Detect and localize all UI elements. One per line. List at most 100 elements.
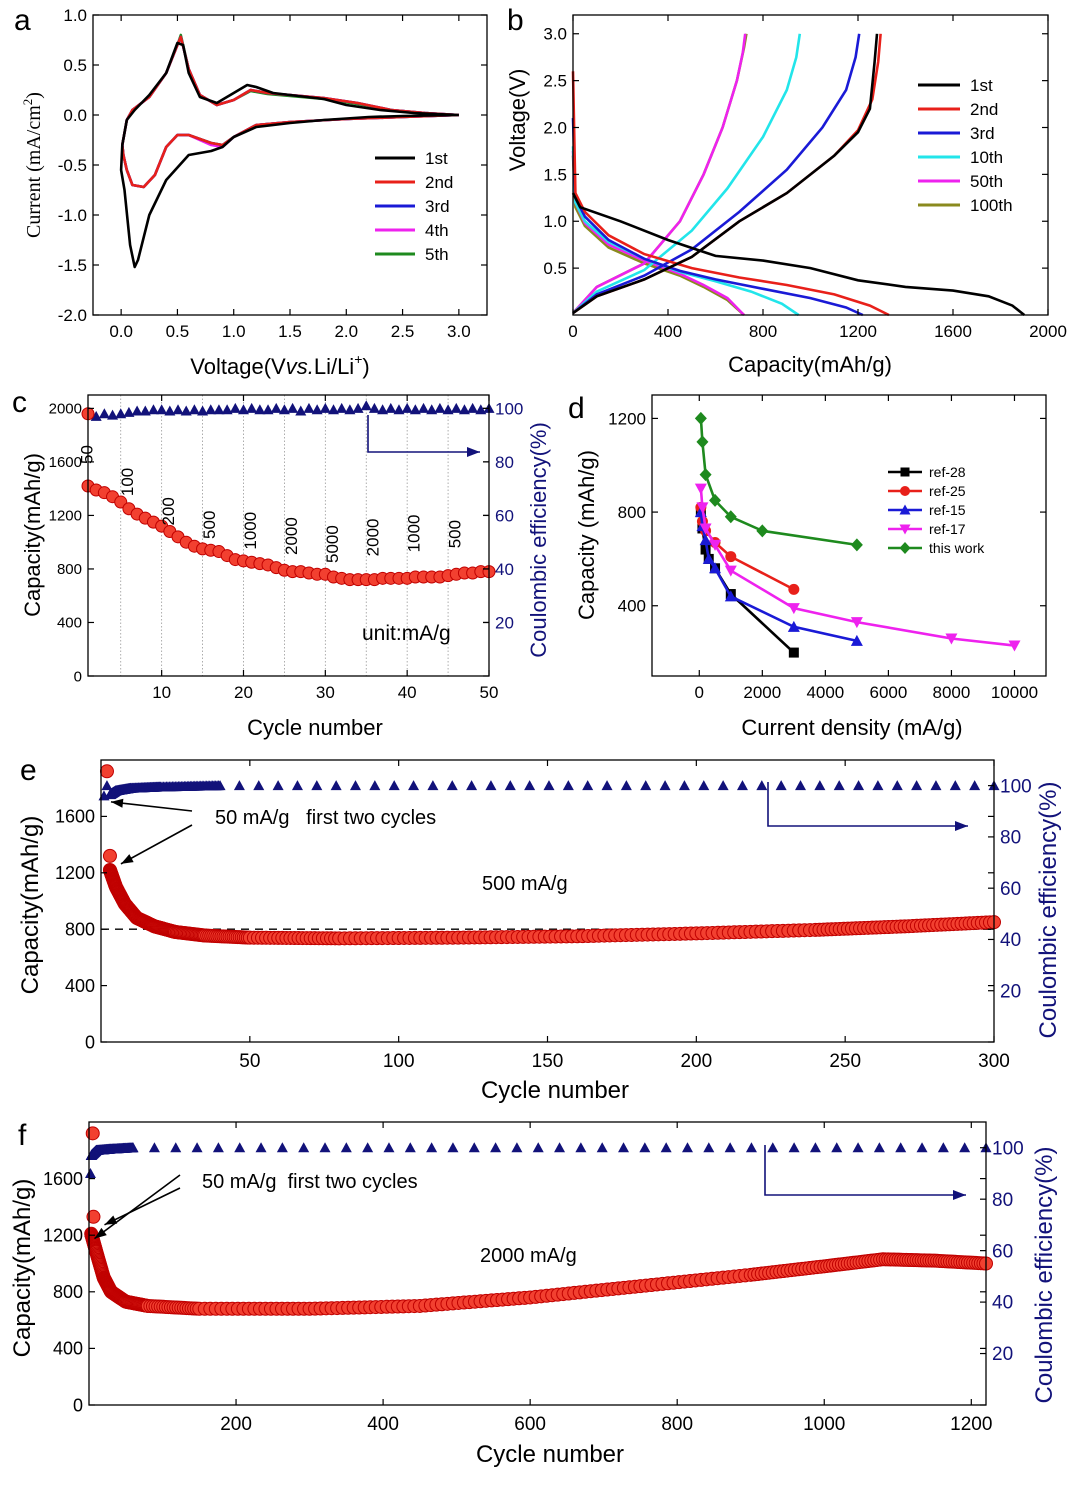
panel-c-efficiency-point — [164, 405, 176, 416]
panel-e-annotation-first-cycles: 50 mA/g first two cycles — [215, 807, 436, 829]
panel-e-efficiency-point — [756, 780, 768, 791]
panel-a-x-tick-label: 2.5 — [391, 322, 415, 341]
panel-f-x-tick-label: 1000 — [803, 1414, 845, 1435]
panel-d-x-tick-label: 6000 — [869, 683, 907, 702]
panel-b-discharge-3rd — [571, 118, 864, 317]
panel-c-yr-tick-label: 60 — [495, 506, 514, 525]
panel-d-line-ref-15 — [699, 511, 858, 643]
panel-label-b: b — [507, 4, 524, 37]
panel-f-efficiency-point — [148, 1142, 160, 1153]
panel-c-efficiency-point — [115, 408, 127, 419]
panel-e-efficiency-point — [233, 780, 245, 791]
panel-b-yticks: 0.5 1.0 1.5 2.0 2.5 3.0 — [543, 25, 1048, 278]
panel-f-series — [84, 1126, 993, 1316]
panel-e-yticks: 0 400 800 1200 1600 — [55, 807, 994, 1052]
panel-d-point-ref-17 — [1008, 640, 1021, 652]
panel-f-x-tick-label: 400 — [367, 1414, 399, 1435]
panel-a-legend-label: 1st — [425, 149, 448, 168]
panel-a-y-tick-label: -1.5 — [58, 256, 87, 275]
panel-e-efficiency-point — [949, 780, 961, 791]
panel-d-legend-label: ref-25 — [929, 483, 966, 499]
panel-c-rate-label: 100 — [118, 468, 137, 496]
panel-e-efficiency-point — [291, 780, 303, 791]
panel-c-xticks: 10 20 30 40 50 — [152, 395, 498, 702]
panel-e-efficiency-point — [795, 780, 807, 791]
panel-c-efficiency-point — [426, 404, 438, 415]
panel-a-x-tick-label: 3.0 — [447, 322, 471, 341]
panel-f-efficiency-point — [511, 1142, 523, 1153]
panel-b-series — [571, 33, 1026, 317]
panel-f-efficiency-point — [852, 1142, 864, 1153]
panel-c-efficiency-point — [156, 404, 168, 415]
panel-a-x-tick-label: 1.0 — [222, 322, 246, 341]
panel-f-efficiency-point — [937, 1142, 949, 1153]
panel-e-efficiency-point — [775, 780, 787, 791]
panel-d-point-ref-15 — [850, 634, 863, 646]
panel-f: f 200 400 600 800 1000 1200 0 400 800 1200 1600 2… — [9, 1119, 1058, 1468]
panel-e-efficiency-point — [717, 780, 729, 791]
panel-d-point-ref-17 — [709, 539, 722, 551]
panel-f-y-tick-label: 400 — [53, 1339, 83, 1359]
panel-c-x-tick-label: 20 — [234, 683, 253, 702]
panel-c-rate-label: 500 — [446, 520, 465, 548]
panel-e-x-tick-label: 300 — [978, 1051, 1010, 1072]
panel-e-arrow-capacity-head — [120, 854, 134, 864]
panel-c-axis-arrow-line — [367, 415, 480, 453]
panel-a-series-1st — [119, 41, 459, 269]
panel-e-x-axis-label: Cycle number — [481, 1077, 629, 1104]
panel-e-capacity-point-first — [99, 764, 114, 779]
panel-c-y-tick-label: 400 — [57, 615, 82, 632]
panel-c-y-tick-label: 1200 — [49, 508, 82, 525]
panel-e-series — [98, 764, 1001, 946]
panel-b-y-tick-label: 3.0 — [543, 25, 567, 44]
panel-e-efficiency-point — [446, 780, 458, 791]
panel-f-efficiency-point — [340, 1142, 352, 1153]
panel-f-y-tick-label: 1600 — [43, 1169, 83, 1189]
panel-f-frame — [88, 1121, 987, 1406]
panel-f-efficiency-point — [170, 1142, 182, 1153]
panel-e-efficiency-point — [736, 780, 748, 791]
panel-f-y-tick-label: 1200 — [43, 1226, 83, 1246]
panel-c-rate-labels: 50 100 200 500 1000 2000 5000 2000 1000 500 — [77, 445, 464, 563]
panel-d-legend-marker-ref-25 — [900, 486, 910, 496]
panel-a: a 0.0 0.5 1.0 1.5 2.0 2.5 3.0 -2.0 -1.5 -1.0 -0.5… — [14, 4, 488, 379]
panel-f-y-tick-label: 800 — [53, 1282, 83, 1302]
panel-d-point-ref-17 — [696, 502, 709, 514]
panel-e-frame — [100, 759, 995, 1043]
panel-c-efficiency-point — [458, 404, 470, 415]
panel-c-efficiency-point — [360, 400, 372, 411]
panel-a-legend-label: 4th — [425, 221, 449, 240]
panel-d-x-tick-label: 10000 — [991, 683, 1038, 702]
panel-d-point-ref-25 — [788, 583, 800, 595]
panel-e-x-tick-label: 250 — [829, 1051, 861, 1072]
panel-d-y-tick-label: 1200 — [608, 409, 646, 428]
panel-c-efficiency-point — [180, 405, 192, 416]
panel-a-x-tick-label: 0.5 — [166, 322, 190, 341]
panel-c-frame — [87, 394, 490, 677]
panel-f-arrow-capacity-line — [104, 1187, 181, 1226]
panel-c-efficiency-point — [188, 404, 200, 415]
panel-f-x-tick-label: 1200 — [950, 1414, 992, 1435]
panel-c-efficiency-point — [434, 402, 446, 413]
panel-d-y-tick-label: 800 — [618, 503, 646, 522]
panel-d-legend: ref-28 ref-25 ref-15 ref-17 this work — [888, 464, 985, 556]
panel-f-axis-arrow-line — [764, 1145, 966, 1196]
panel-e-efficiency-point — [330, 780, 342, 791]
panel-b-x-tick-label: 1200 — [839, 322, 877, 341]
panel-c-efficiency-point — [475, 404, 487, 415]
panel-f-efficiency-point — [596, 1142, 608, 1153]
panel-f-efficiency-point — [745, 1142, 757, 1153]
panel-d-point-ref-17 — [699, 523, 712, 535]
panel-e-efficiency-point — [891, 780, 903, 791]
panel-f-efficiency-point — [618, 1142, 630, 1153]
panel-c-efficiency-point — [442, 404, 454, 415]
panel-a-legend-label: 5th — [425, 245, 449, 264]
panel-f-xticks: 200 400 600 800 1000 1200 — [220, 1122, 992, 1435]
panel-c-rate-label: 1000 — [405, 514, 424, 552]
panel-c-efficiency-point — [262, 404, 274, 415]
panel-d-series — [694, 411, 1021, 658]
panel-e-efficiency-point — [369, 780, 381, 791]
panel-c-grid — [120, 395, 449, 676]
panel-d-frame — [651, 394, 1047, 677]
panel-f-efficiency-point — [959, 1142, 971, 1153]
